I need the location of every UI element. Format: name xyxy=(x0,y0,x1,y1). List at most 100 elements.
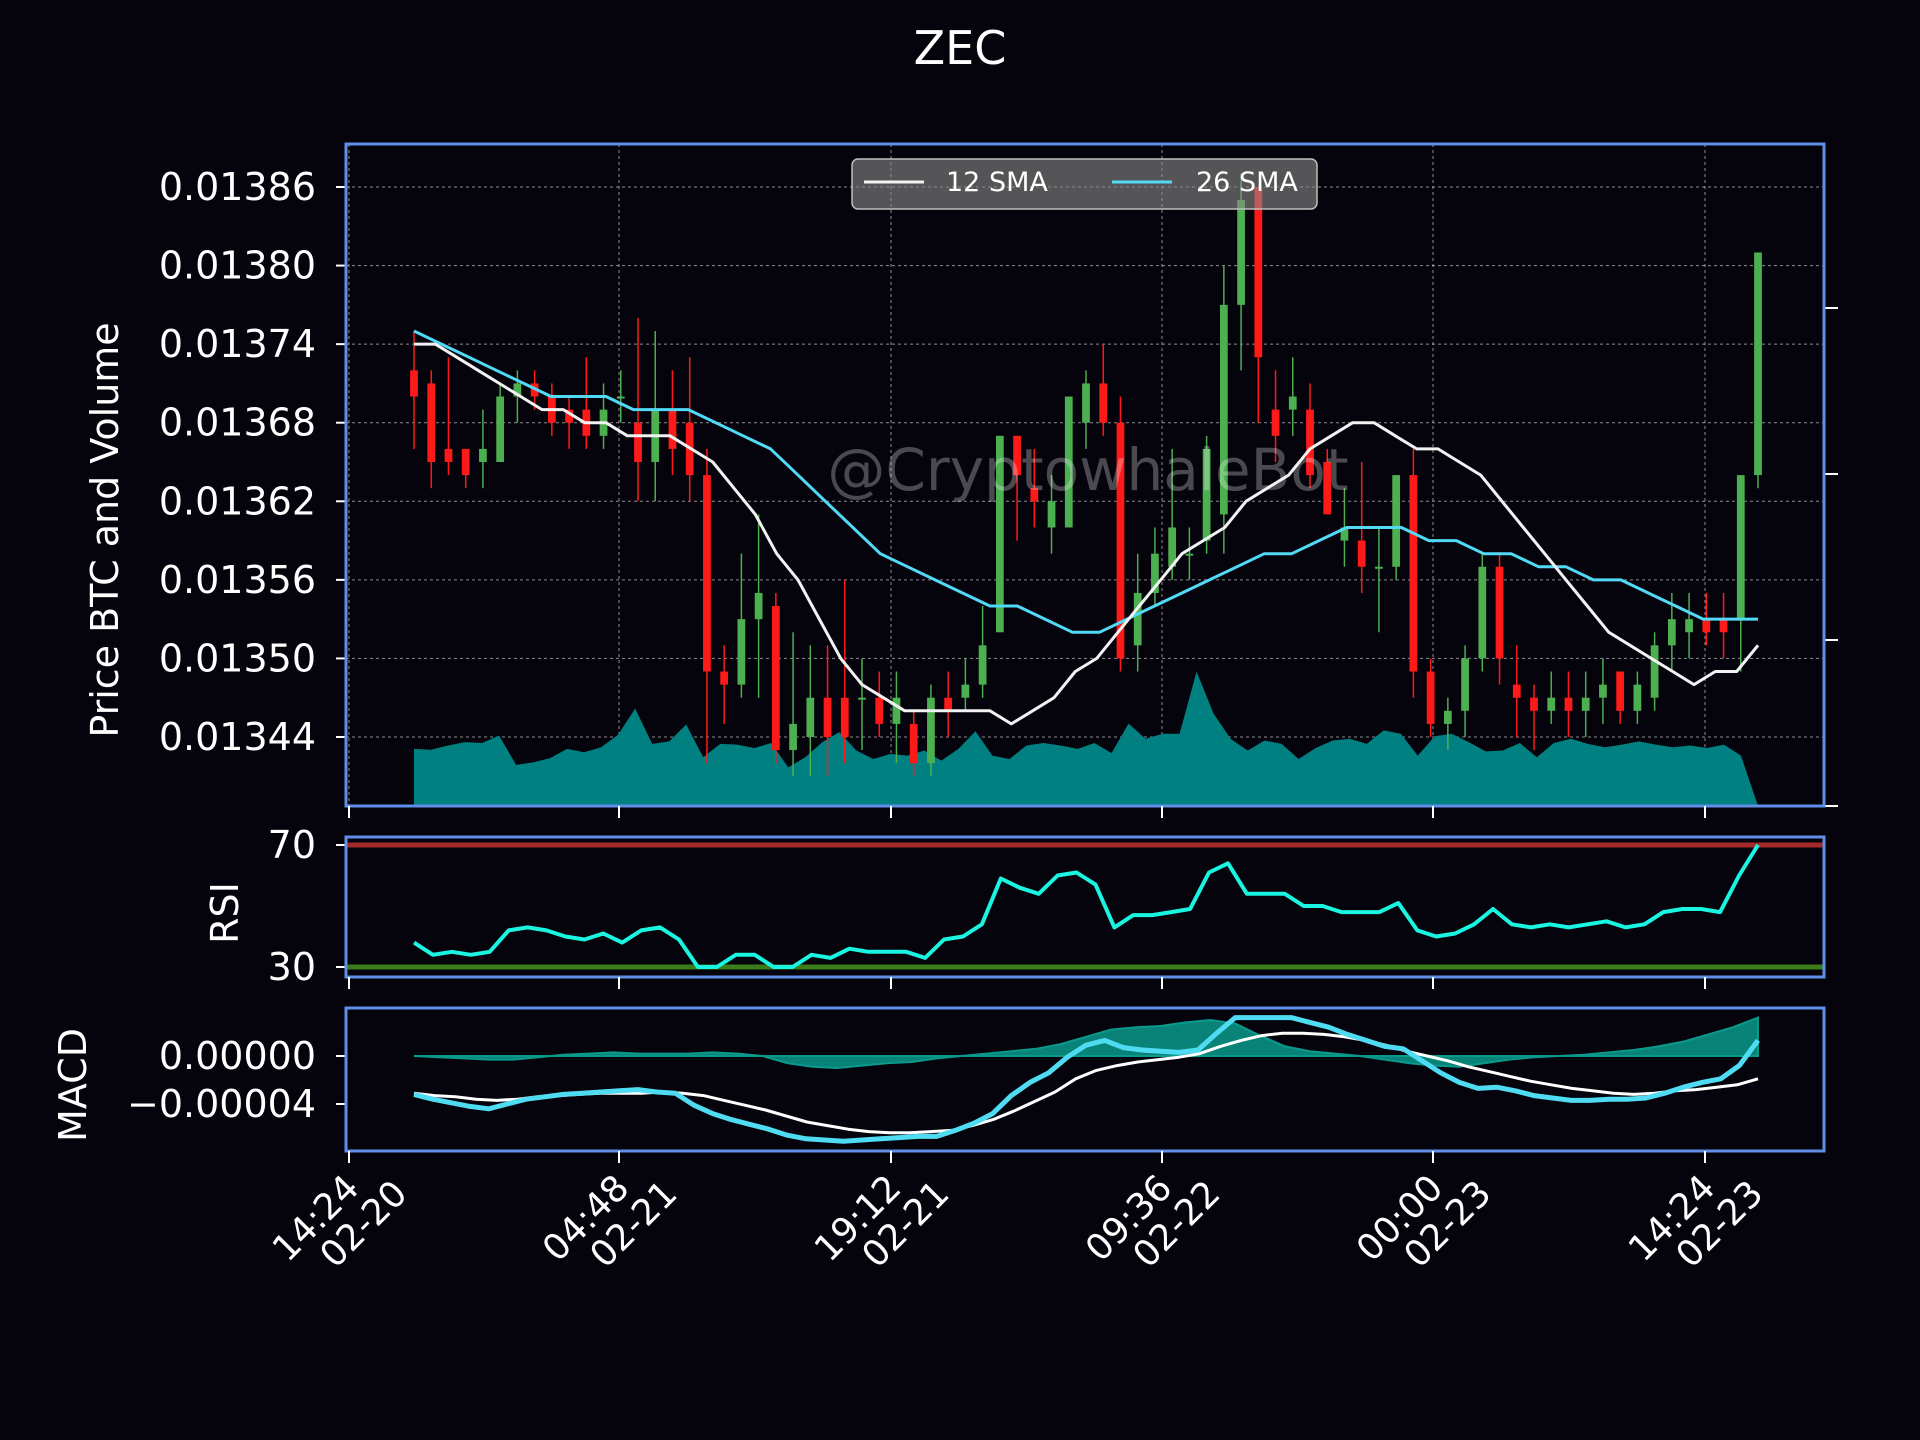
price-y-ticks: 0.01344 0.01350 0.01356 0.01362 0.01368 0.013… xyxy=(159,165,346,759)
candle-down xyxy=(427,370,436,489)
candle-body xyxy=(1151,553,1159,593)
candle-down xyxy=(461,448,470,489)
candle-up xyxy=(1478,553,1487,672)
candle-body xyxy=(444,448,453,462)
candle-down xyxy=(875,671,884,737)
legend-label-sma12: 12 SMA xyxy=(946,167,1048,198)
candle-down xyxy=(1719,592,1728,659)
candle-body xyxy=(789,723,797,751)
candle-up xyxy=(858,658,866,751)
volume-area-shape xyxy=(414,671,1758,806)
candle-down xyxy=(840,579,849,764)
candle-body xyxy=(410,370,418,397)
candle-up xyxy=(479,409,487,489)
candle-body xyxy=(875,697,884,724)
candle-body xyxy=(823,697,832,737)
candle-down xyxy=(1512,645,1521,737)
candle-down xyxy=(1254,187,1263,423)
candle-body xyxy=(1650,645,1659,698)
candlesticks xyxy=(410,173,1762,777)
candle-down xyxy=(410,331,418,449)
macd-y-label: MACD xyxy=(51,1028,95,1142)
candle-up xyxy=(616,370,625,423)
candle-down xyxy=(668,370,677,476)
candle-body xyxy=(754,592,763,620)
candle-body xyxy=(1736,475,1745,620)
candle-up xyxy=(1667,592,1676,672)
macd-frame xyxy=(344,1006,1826,1153)
candle-up xyxy=(1288,357,1297,436)
candle-up xyxy=(1633,671,1642,724)
candle-up xyxy=(737,553,746,698)
candle-body xyxy=(1426,671,1435,724)
candle-down xyxy=(565,396,573,449)
candle-up xyxy=(1047,475,1056,554)
candle-down xyxy=(1495,553,1504,685)
candle-down xyxy=(1426,658,1435,737)
price-grid xyxy=(346,144,1824,806)
candle-body xyxy=(1375,566,1383,569)
rsi-plot xyxy=(346,842,1824,970)
candle-body xyxy=(1599,684,1607,698)
candle-body xyxy=(1013,435,1021,476)
candle-body xyxy=(1271,409,1280,436)
candle-up xyxy=(806,645,815,777)
candle-body xyxy=(961,684,970,698)
candle-up xyxy=(1547,671,1556,724)
macd-y-tick-label: 0.00000 xyxy=(159,1034,316,1078)
rsi-y-ticks: 30 70 xyxy=(268,823,346,989)
candle-body xyxy=(1581,697,1590,711)
candle-down xyxy=(1116,396,1125,672)
candle-body xyxy=(1409,475,1418,672)
price-y-tick-label: 0.01350 xyxy=(159,636,316,680)
price-frame xyxy=(344,142,1826,808)
candle-body xyxy=(1547,697,1556,711)
candle-body xyxy=(565,409,573,423)
price-y-tick-label: 0.01356 xyxy=(159,558,316,602)
candle-body xyxy=(1685,619,1693,633)
rsi-y-tick-label: 30 xyxy=(268,945,316,989)
sma12-line xyxy=(414,342,1760,726)
candle-body xyxy=(1047,501,1056,528)
candle-up xyxy=(1754,252,1762,489)
candle-up xyxy=(1650,632,1659,711)
candle-body xyxy=(1719,619,1728,633)
candle-down xyxy=(444,357,453,476)
candle-body xyxy=(806,697,815,737)
candle-body xyxy=(1443,710,1452,724)
candle-body xyxy=(1323,462,1332,515)
macd-y-ticks: 0.00000−0.00004 xyxy=(127,1034,346,1126)
price-panel: @CryptowhaleBot 0.013440.013500.013560.0… xyxy=(83,142,1838,808)
candle-body xyxy=(1168,527,1177,567)
candle-down xyxy=(1616,671,1625,724)
candle-body xyxy=(737,619,746,685)
macd-y-tick-label: −0.00004 xyxy=(127,1082,316,1126)
candle-body xyxy=(1340,527,1349,541)
candle-down xyxy=(703,448,711,764)
candle-body xyxy=(1064,396,1073,528)
candle-down xyxy=(1409,448,1418,698)
candle-body xyxy=(1512,684,1521,698)
chart-title: ZEC xyxy=(914,21,1007,75)
candle-down xyxy=(771,592,780,764)
macd-line xyxy=(413,1015,1761,1144)
candle-up xyxy=(754,514,763,698)
candle-body xyxy=(634,422,642,462)
candle-body xyxy=(1288,396,1297,410)
candle-body xyxy=(1530,697,1538,711)
candle-body xyxy=(1099,383,1108,423)
candle-up xyxy=(927,684,935,777)
candle-body xyxy=(1254,187,1263,358)
volume-right-ticks xyxy=(1824,307,1838,807)
candle-up xyxy=(1202,435,1211,554)
candle-body xyxy=(944,697,953,711)
candle-up xyxy=(1168,448,1177,580)
candle-up xyxy=(1461,645,1469,737)
candle-body xyxy=(1202,448,1211,541)
price-y-tick-label: 0.01386 xyxy=(159,165,316,209)
candle-up xyxy=(1375,527,1383,633)
candle-body xyxy=(1219,304,1228,515)
candle-body xyxy=(1478,566,1487,659)
